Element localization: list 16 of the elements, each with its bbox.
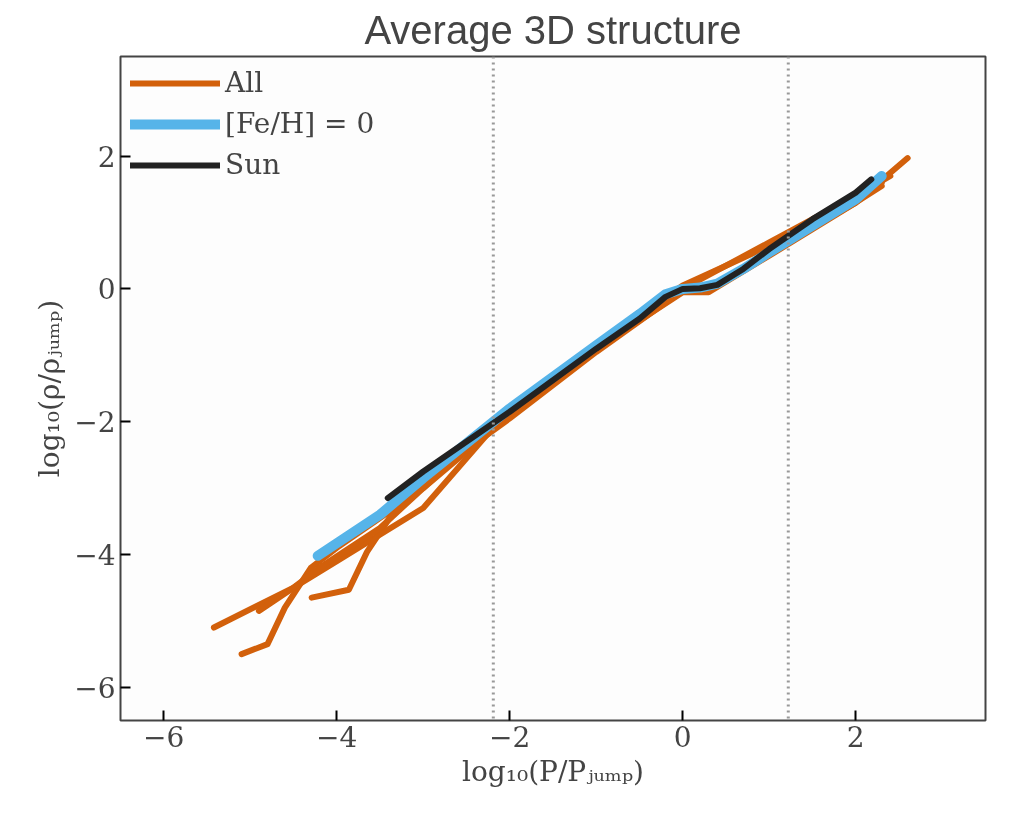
x-tick-label: −6	[143, 720, 185, 754]
y-tick-label: −6	[74, 671, 116, 705]
y-tick-label: −2	[74, 406, 116, 440]
y-axis-title: log₁₀(ρ/ρⱼᵤₘₚ)	[33, 299, 67, 478]
x-tick-label: −2	[489, 720, 531, 754]
y-tick-label: −4	[74, 539, 116, 572]
legend-label: Sun	[225, 148, 281, 181]
x-axis-title: log₁₀(P/Pⱼᵤₘₚ)	[461, 754, 645, 788]
y-tick-label: 2	[97, 140, 116, 174]
chart-title: Average 3D structure	[364, 7, 742, 52]
x-tick-label: 2	[846, 720, 865, 754]
legend-label: [Fe/H] = 0	[225, 107, 375, 140]
legend-label: All	[225, 66, 264, 99]
y-tick-label: 0	[97, 273, 116, 307]
x-tick-label: 0	[673, 720, 692, 754]
x-tick-label: −4	[316, 720, 358, 754]
